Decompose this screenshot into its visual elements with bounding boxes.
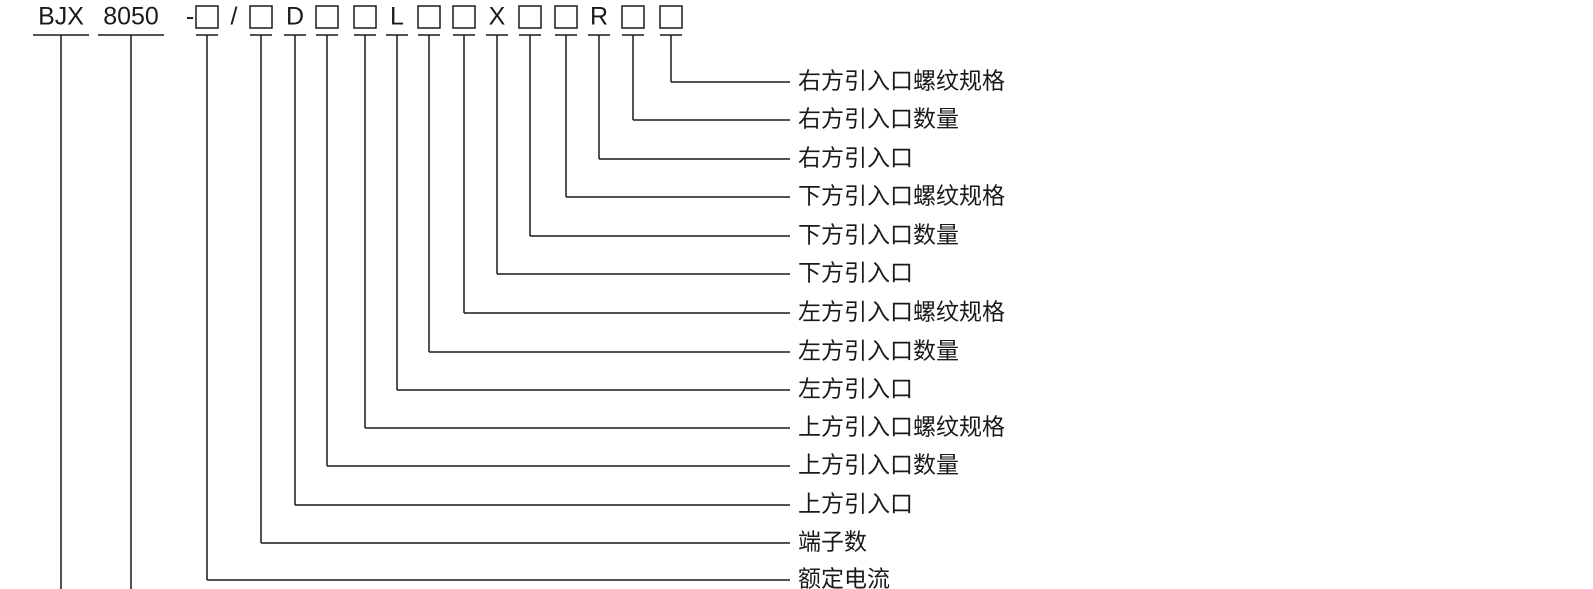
code-token: -: [186, 3, 194, 31]
code-token: BJX: [38, 3, 84, 31]
code-token: L: [390, 3, 404, 31]
code-box: [659, 5, 683, 29]
field-label: 左方引入口螺纹规格: [798, 300, 1005, 326]
field-label: 右方引入口螺纹规格: [798, 69, 1005, 95]
code-token: R: [590, 3, 608, 31]
field-label: 左方引入口数量: [798, 339, 959, 365]
code-box: [353, 5, 377, 29]
field-label: 上方引入口螺纹规格: [798, 415, 1005, 441]
field-label: 下方引入口数量: [798, 223, 959, 249]
code-box: [417, 5, 441, 29]
field-label: 上方引入口数量: [798, 453, 959, 479]
field-label: 上方引入口: [798, 492, 913, 518]
code-box: [518, 5, 542, 29]
field-label: 右方引入口数量: [798, 107, 959, 133]
field-label: 右方引入口: [798, 146, 913, 172]
code-box: [621, 5, 645, 29]
code-box: [195, 5, 219, 29]
code-box: [249, 5, 273, 29]
code-box: [554, 5, 578, 29]
code-token: /: [231, 3, 238, 31]
code-box: [315, 5, 339, 29]
field-label: 左方引入口: [798, 377, 913, 403]
field-label: 下方引入口螺纹规格: [798, 184, 1005, 210]
field-label: 下方引入口: [798, 261, 913, 287]
code-token: X: [489, 3, 506, 31]
field-label: 额定电流: [798, 567, 890, 589]
code-token: 8050: [103, 3, 159, 31]
code-box: [452, 5, 476, 29]
field-label: 端子数: [798, 530, 867, 556]
code-token: D: [286, 3, 304, 31]
